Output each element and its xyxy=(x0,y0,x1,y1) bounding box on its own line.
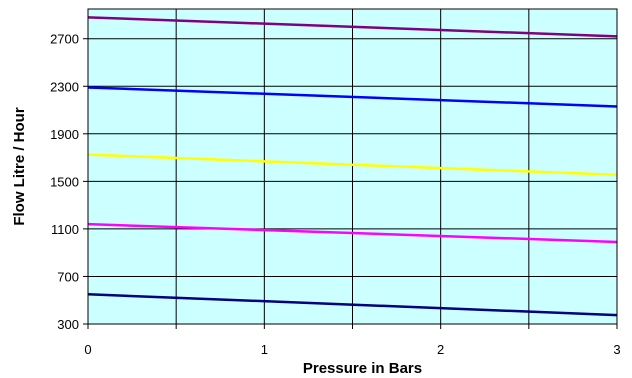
y-axis-title: Flow Litre / Hour xyxy=(11,107,28,225)
series-line-4 xyxy=(87,222,618,244)
y-tick-label: 300 xyxy=(57,317,79,332)
series-lines xyxy=(87,16,618,317)
y-tick-label: 700 xyxy=(57,269,79,284)
x-axis-title: Pressure in Bars xyxy=(303,360,422,377)
x-tick-label: 2 xyxy=(437,342,444,357)
y-tick-label: 1900 xyxy=(50,127,79,142)
y-tick-label: 1100 xyxy=(51,222,79,237)
y-tick-label: 1500 xyxy=(50,174,79,189)
series-line-3 xyxy=(87,153,618,177)
x-tick-label: 0 xyxy=(84,342,91,357)
series-line-2 xyxy=(87,86,618,108)
x-tick-label: 3 xyxy=(613,342,620,357)
x-tick-label: 1 xyxy=(261,342,268,357)
series-line-1 xyxy=(87,16,618,38)
axis-ticks: 0 1 2 3 300 700 1100 1500 1900 2300 2700 xyxy=(50,32,621,357)
y-tick-label: 2300 xyxy=(50,79,79,94)
y-tick-label: 2700 xyxy=(50,32,79,47)
series-line-5 xyxy=(87,293,618,317)
